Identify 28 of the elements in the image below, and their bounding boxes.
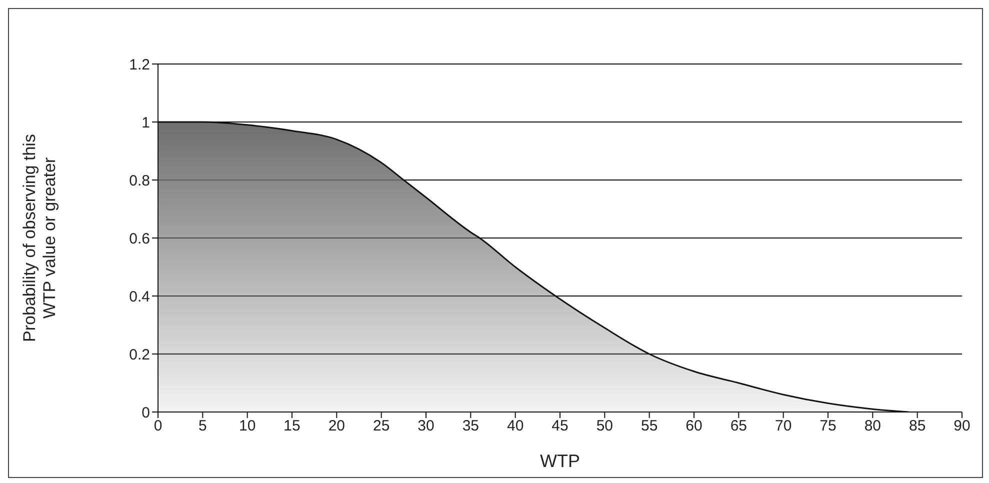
y-tick-label: 0 [142,404,150,422]
x-tick-label: 35 [462,418,480,435]
y-tick-label: 1.2 [129,56,150,74]
y-axis-title: Probability of observing this WTP value or greater [20,134,59,342]
x-tick-label: 90 [954,418,970,435]
x-tick-label: 25 [372,418,390,435]
x-tick-label: 15 [284,418,300,435]
x-axis-title: WTP [540,451,580,471]
x-tick-label: 85 [908,418,926,435]
x-tick-label: 50 [596,418,614,435]
x-tick-label: 65 [730,418,748,435]
x-tick-label: 20 [328,418,346,435]
x-tick-label: 10 [238,418,256,435]
y-tick-label: 0.4 [129,288,150,306]
x-tick-label: 40 [506,418,524,435]
x-tick-label: 30 [418,418,434,435]
y-tick-label: 1 [142,114,150,132]
y-tick-label: 0.8 [129,172,150,190]
x-tick-label: 5 [198,418,207,435]
x-tick-label: 60 [686,418,702,435]
x-tick-label: 55 [640,418,658,435]
y-tick-label: 0.6 [129,230,150,248]
y-tick-label: 0.2 [129,346,150,364]
x-tick-label: 70 [774,418,792,435]
x-tick-label: 80 [864,418,882,435]
x-tick-label: 0 [154,418,162,435]
x-tick-label: 45 [552,418,568,435]
x-tick-label: 75 [820,418,836,435]
